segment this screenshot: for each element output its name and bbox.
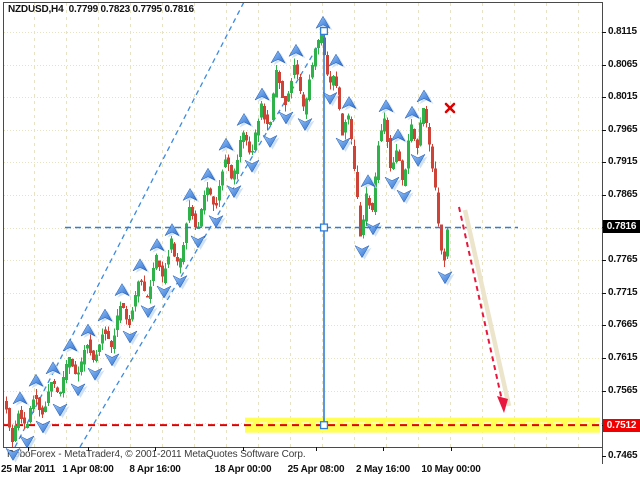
fractal-down-arrow-icon xyxy=(262,134,280,150)
fractal-down-arrow-icon xyxy=(396,189,414,205)
fractal-down-arrow-icon xyxy=(19,435,37,451)
sell-marker-icon xyxy=(444,102,456,114)
chart-symbol-title: NZDUSD,H4 0.7799 0.7823 0.7795 0.7816 xyxy=(8,4,194,15)
line-handle[interactable] xyxy=(319,421,329,430)
trend-channel xyxy=(14,0,329,448)
fractal-down-arrow-icon xyxy=(322,91,340,107)
projection-arrow xyxy=(458,206,512,413)
price-tick-label: 0.7565 xyxy=(608,384,638,396)
target-zone xyxy=(4,417,600,433)
time-tick-label: 1 Apr 08:00 xyxy=(62,464,114,475)
fractal-down-arrow-icon xyxy=(5,447,23,463)
fractal-up-arrow-icon xyxy=(164,223,182,238)
fractal-up-arrow-icon xyxy=(182,187,200,203)
price-tick-label: 0.7615 xyxy=(608,352,638,363)
fractal-up-arrow-icon xyxy=(341,96,359,111)
fractal-up-arrow-icon xyxy=(236,112,254,128)
fractal-down-arrow-icon xyxy=(208,215,226,230)
fractal-up-arrow-icon xyxy=(404,105,422,121)
fractal-down-arrow-icon xyxy=(104,353,122,368)
fractal-up-arrow-icon xyxy=(378,99,396,114)
price-tick-label: 0.8015 xyxy=(608,91,638,103)
fractal-down-arrow-icon xyxy=(335,137,353,153)
broker-watermark: RoboForex - MetaTrader4, © 2001-2011 Met… xyxy=(7,449,306,460)
fractal-up-arrow-icon xyxy=(45,361,63,376)
fractal-down-arrow-icon xyxy=(384,176,402,192)
target-price-tag: 0.7512 xyxy=(603,418,640,432)
fractal-down-arrow-icon xyxy=(354,245,372,260)
fractal-up-arrow-icon xyxy=(416,89,434,104)
plot-border xyxy=(3,2,606,464)
fractal-down-arrow-icon xyxy=(297,117,315,133)
fractal-down-arrow-icon xyxy=(140,305,158,320)
fractal-up-arrow-icon xyxy=(12,391,30,406)
time-tick-label: 25 Apr 08:00 xyxy=(287,464,345,475)
fractal-down-arrow-icon xyxy=(172,275,190,290)
time-tick-label: 18 Apr 00:00 xyxy=(214,464,272,475)
fractal-arrows xyxy=(5,15,455,463)
line-handle[interactable] xyxy=(319,223,329,232)
fractal-up-arrow-icon xyxy=(254,87,272,103)
fractal-down-arrow-icon xyxy=(70,383,88,398)
time-tick-label: 8 Apr 16:00 xyxy=(129,464,181,475)
fractal-up-arrow-icon xyxy=(270,50,288,65)
fractal-up-arrow-icon xyxy=(288,43,306,59)
line-handle[interactable] xyxy=(319,26,329,36)
fractal-up-arrow-icon xyxy=(62,338,80,354)
fractal-down-arrow-icon xyxy=(365,222,383,237)
fractal-down-arrow-icon xyxy=(122,330,140,346)
fractal-down-arrow-icon xyxy=(278,111,296,126)
fractal-down-arrow-icon xyxy=(87,367,105,383)
fractal-down-arrow-icon xyxy=(190,235,208,250)
fractal-up-arrow-icon xyxy=(114,283,132,298)
price-tick-label: 0.7915 xyxy=(608,156,638,168)
fractal-down-arrow-icon xyxy=(410,153,428,169)
fractal-up-arrow-icon xyxy=(28,373,46,389)
price-tick-label: 0.7865 xyxy=(608,189,638,200)
fractal-up-arrow-icon xyxy=(80,323,98,339)
fractal-up-arrow-icon xyxy=(149,238,167,253)
fractal-down-arrow-icon xyxy=(52,403,70,419)
fractal-down-arrow-icon xyxy=(156,285,174,301)
fractal-up-arrow-icon xyxy=(390,128,408,144)
fractal-down-arrow-icon xyxy=(226,185,244,200)
time-tick-label: 25 Mar 2011 xyxy=(1,464,55,475)
fractal-up-arrow-icon xyxy=(328,53,346,69)
price-tick-label: 0.8065 xyxy=(608,58,638,70)
price-tick-label: 0.7965 xyxy=(608,123,638,135)
grid xyxy=(4,3,602,447)
price-tick-label: 0.7465 xyxy=(608,449,638,461)
time-tick-label: 2 May 16:00 xyxy=(356,464,410,475)
fractal-up-arrow-icon xyxy=(200,167,218,183)
fractal-down-arrow-icon xyxy=(35,420,53,436)
fractal-up-arrow-icon xyxy=(360,174,378,189)
price-tick-label: 0.8115 xyxy=(608,26,637,37)
price-tick-label: 0.7665 xyxy=(608,319,638,331)
current-price-tag: 0.7816 xyxy=(603,220,640,234)
candles xyxy=(5,31,449,448)
fractal-up-arrow-icon xyxy=(97,308,115,324)
fractal-down-arrow-icon xyxy=(437,271,455,286)
fractal-up-arrow-icon xyxy=(132,258,150,273)
fractal-up-arrow-icon xyxy=(218,137,236,153)
fractal-down-arrow-icon xyxy=(244,159,262,175)
time-tick-label: 10 May 00:00 xyxy=(421,464,481,475)
price-tick-label: 0.7715 xyxy=(608,286,638,298)
vertical-line xyxy=(319,26,329,430)
price-tick-label: 0.7765 xyxy=(608,254,638,266)
